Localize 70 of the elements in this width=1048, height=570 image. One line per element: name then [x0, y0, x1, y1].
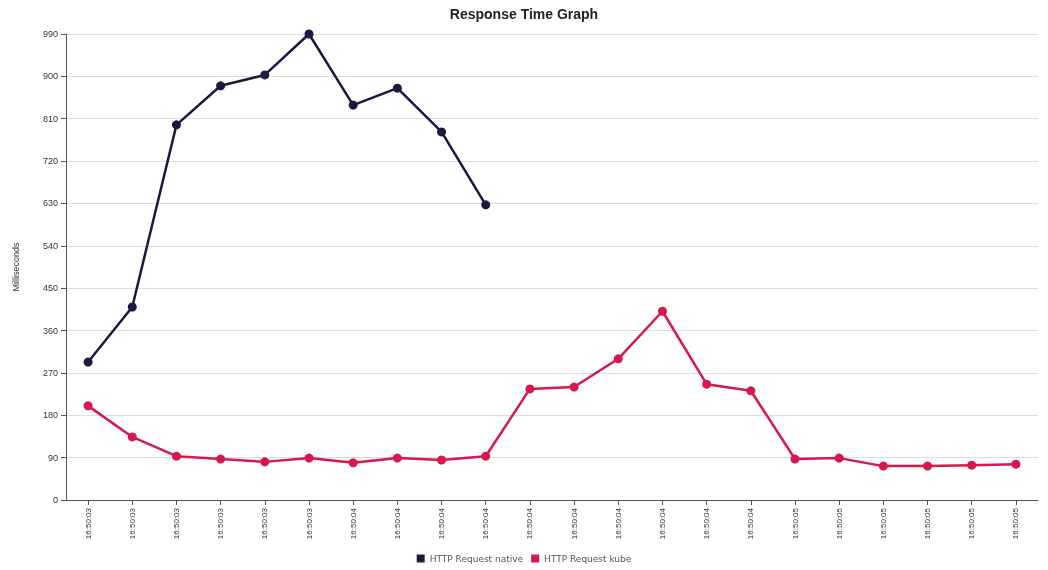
y-tick-label: 900: [42, 71, 58, 82]
x-tick-label: 16:50:04: [392, 507, 402, 540]
x-tick-label: 16:50:03: [83, 507, 93, 540]
point: [569, 382, 579, 392]
x-tick-label: 16:50:04: [702, 507, 712, 540]
x-tick-label: 16:50:04: [746, 507, 756, 540]
point: [304, 29, 314, 39]
x-tick-label: 16:50:04: [569, 507, 579, 540]
point: [392, 83, 402, 93]
x-tick-label: 16:50:04: [481, 507, 491, 540]
y-tick-label: 630: [42, 198, 58, 209]
x-tick-label: 16:50:05: [967, 507, 977, 540]
point: [216, 81, 226, 91]
point: [525, 384, 535, 394]
y-tick-label: 450: [42, 283, 58, 294]
point: [348, 100, 358, 110]
y-tick-label: 90: [47, 452, 58, 463]
point: [481, 451, 491, 461]
x-tick-label: 16:50:03: [304, 507, 314, 540]
x-tick-label: 16:50:03: [127, 507, 137, 540]
y-axis-title: Milliseconds: [10, 242, 21, 292]
x-tick-label: 16:50:03: [260, 507, 270, 540]
point: [923, 461, 933, 471]
x-tick-label: 16:50:04: [437, 507, 447, 540]
point: [260, 70, 270, 80]
y-tick-label: 360: [42, 325, 58, 336]
point: [171, 451, 181, 461]
y-tick-label: 270: [42, 367, 58, 378]
y-tick-label: 990: [42, 29, 58, 39]
point: [392, 453, 402, 463]
point: [834, 453, 844, 463]
point: [878, 461, 888, 471]
point: [83, 401, 93, 411]
y-tick-label: 0: [52, 495, 58, 505]
y-tick-label: 540: [42, 240, 58, 251]
x-tick-label: 16:50:05: [923, 507, 933, 540]
chart-title: Response Time Graph: [449, 6, 599, 22]
point: [481, 200, 491, 210]
point: [437, 455, 447, 465]
point: [967, 460, 977, 470]
x-tick-label: 16:50:04: [657, 507, 667, 540]
y-tick-label: 810: [42, 113, 58, 124]
x-tick-label: 16:50:03: [216, 507, 226, 540]
point: [790, 454, 800, 464]
x-tick-label: 16:50:05: [834, 507, 844, 540]
point: [127, 302, 137, 312]
point: [613, 354, 623, 364]
point: [260, 457, 270, 467]
legend-label: HTTP Request native: [429, 553, 524, 564]
legend-label: HTTP Request kube: [544, 553, 632, 564]
point: [746, 386, 756, 396]
x-tick-label: 16:50:05: [878, 507, 888, 540]
point: [127, 432, 137, 442]
point: [216, 454, 226, 464]
point: [702, 379, 712, 389]
point: [348, 458, 358, 468]
x-tick-label: 16:50:03: [171, 507, 181, 540]
point: [1011, 459, 1021, 469]
y-tick-label: 180: [42, 410, 58, 421]
point: [171, 120, 181, 130]
x-tick-label: 16:50:05: [790, 507, 800, 540]
point: [657, 306, 667, 316]
x-tick-label: 16:50:04: [525, 507, 535, 540]
point: [83, 357, 93, 367]
point: [437, 127, 447, 137]
y-tick-label: 720: [42, 156, 58, 167]
x-tick-label: 16:50:04: [348, 507, 358, 540]
x-tick-label: 16:50:05: [1011, 507, 1021, 540]
x-tick-label: 16:50:04: [613, 507, 623, 540]
point: [304, 453, 314, 463]
